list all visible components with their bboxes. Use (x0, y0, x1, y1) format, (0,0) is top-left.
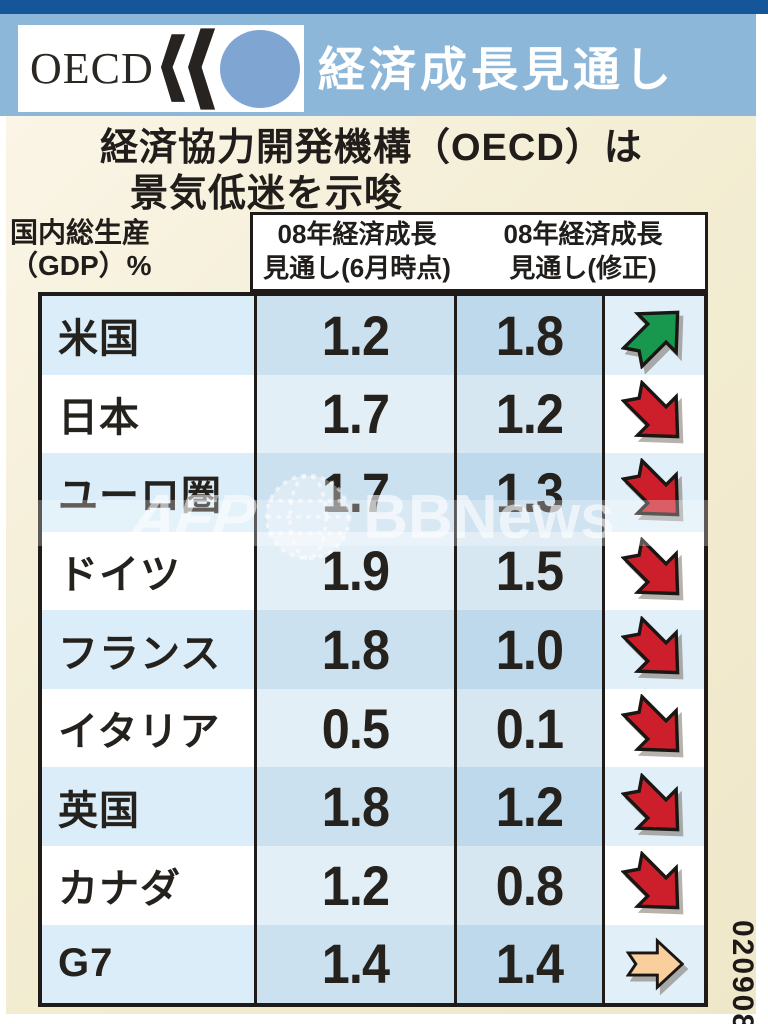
trend-arrow-flat-icon (625, 937, 684, 991)
oecd-chevrons-icon (160, 27, 215, 110)
table-row: 日本 1.7 1.2 (42, 374, 704, 454)
credit-date-code: 020908 (726, 919, 759, 1024)
table-row: 英国 1.8 1.2 (42, 767, 704, 846)
gdp-label-line2: （GDP）% (10, 250, 152, 282)
table-row: イタリア 0.5 0.1 (42, 688, 704, 768)
oecd-logo-text: OECD (30, 43, 154, 93)
oecd-globe-icon (219, 29, 300, 108)
revised-value: 1.4 (495, 932, 564, 996)
june-value: 0.5 (321, 696, 390, 760)
trend-cell (605, 610, 704, 689)
revised-value: 1.0 (495, 618, 564, 682)
revised-value: 1.5 (495, 539, 564, 603)
table-row: G7 1.4 1.4 (42, 924, 704, 1004)
column-header-revised: 08年経済成長 見通し(修正) (461, 212, 708, 292)
column-header-june: 08年経済成長 見通し(6月時点) (250, 212, 464, 292)
trend-cell (605, 296, 704, 375)
june-value: 1.4 (321, 932, 390, 996)
trend-arrow-down-icon (620, 772, 679, 832)
header-band: OECD 経済成長見通し (0, 14, 756, 116)
june-value: 1.7 (321, 382, 390, 446)
region-label: 米国 (42, 296, 257, 375)
gdp-label-line1: 国内総生産 (10, 217, 151, 248)
june-value: 1.8 (321, 618, 390, 682)
trend-cell (605, 374, 704, 454)
region-label: ドイツ (42, 531, 257, 611)
trend-cell (605, 453, 704, 532)
table-row: フランス 1.8 1.0 (42, 610, 704, 689)
trend-cell (605, 767, 704, 846)
table-row: ユーロ圏 1.7 1.3 (42, 453, 704, 532)
revised-value: 0.8 (495, 853, 564, 917)
region-label: 英国 (42, 767, 257, 846)
revised-value: 0.1 (495, 696, 564, 760)
page-title: 経済成長見通し (318, 42, 675, 96)
trend-cell (605, 845, 704, 925)
revised-value: 1.2 (495, 775, 564, 839)
revised-value: 1.2 (495, 382, 564, 446)
region-label: フランス (42, 610, 257, 689)
trend-cell (605, 531, 704, 611)
forecast-table: 米国 1.2 1.8 日本 1.7 1.2 ユーロ圏 1.7 1.3 ドイツ 1… (38, 292, 708, 1007)
region-label: ユーロ圏 (42, 453, 257, 532)
region-label: イタリア (42, 688, 257, 768)
june-value: 1.8 (321, 775, 390, 839)
top-border-bar (0, 0, 768, 14)
region-label: 日本 (42, 374, 257, 454)
june-value: 1.9 (321, 539, 390, 603)
region-label: カナダ (42, 845, 257, 925)
table-row: ドイツ 1.9 1.5 (42, 531, 704, 611)
table-row: 米国 1.2 1.8 (42, 296, 704, 375)
trend-cell (605, 688, 704, 768)
june-value: 1.2 (321, 303, 390, 367)
subtitle: 経済協力開発機構（OECD）は 景気低迷を示唆 (100, 126, 643, 217)
content-panel: 経済協力開発機構（OECD）は 景気低迷を示唆 国内総生産 （GDP）% 08年… (6, 116, 759, 1024)
june-value: 1.2 (321, 853, 390, 917)
trend-arrow-down-icon (620, 458, 679, 517)
subtitle-line1: 経済協力開発機構（OECD）は (100, 127, 643, 169)
subtitle-line2: 景気低迷を示唆 (130, 172, 404, 215)
region-label: G7 (42, 924, 257, 1004)
oecd-logo-box: OECD (18, 25, 304, 112)
gdp-axis-label: 国内総生産 （GDP）% (10, 216, 152, 282)
revised-value: 1.3 (495, 460, 564, 524)
june-value: 1.7 (321, 460, 390, 524)
trend-arrow-down-icon (620, 694, 679, 753)
table-row: カナダ 1.2 0.8 (42, 845, 704, 925)
trend-arrow-down-icon (620, 851, 679, 910)
trend-arrow-down-icon (620, 615, 679, 674)
trend-arrow-up-icon (620, 310, 679, 370)
revised-value: 1.8 (495, 303, 564, 367)
trend-arrow-down-icon (620, 536, 679, 596)
trend-arrow-down-icon (620, 379, 679, 439)
trend-cell (605, 924, 704, 1004)
